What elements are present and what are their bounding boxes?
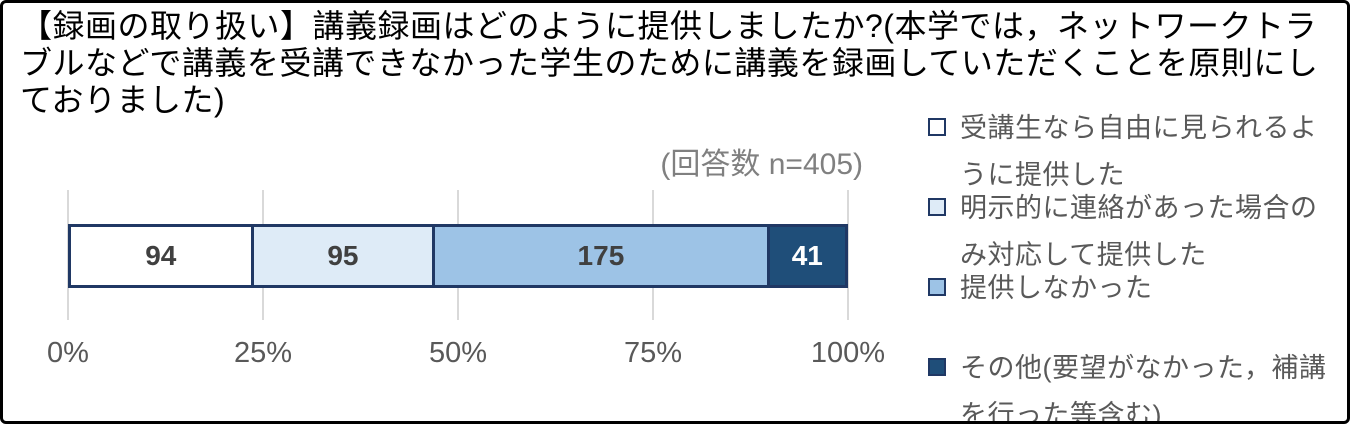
x-axis-tick-label: 75% xyxy=(623,337,683,369)
legend-swatch-icon xyxy=(928,198,946,216)
response-count-label: (回答数 n=405) xyxy=(660,148,863,181)
bar-segment-value: 95 xyxy=(327,240,359,271)
bar-segment-value: 175 xyxy=(577,240,625,271)
legend-label: その他(要望がなかった，補講を行った等含む) xyxy=(960,353,1327,424)
legend-item: 受講生なら自由に見られるように提供した xyxy=(928,105,1340,199)
bar-segment: 41 xyxy=(766,227,845,285)
x-axis-tick-label: 0% xyxy=(47,337,89,369)
bar-segment-value: 41 xyxy=(791,240,823,271)
x-axis-tick-label: 100% xyxy=(810,337,886,369)
legend-swatch-icon xyxy=(928,278,946,296)
bar-segment: 95 xyxy=(250,227,433,285)
plot-area: 94 95 175 41 0% 25% 50% 75% 100% xyxy=(47,190,885,369)
bar-segment: 175 xyxy=(432,227,767,285)
legend-item: 提供しなかった xyxy=(928,265,1340,312)
legend-swatch-icon xyxy=(928,118,946,136)
x-axis-tick-label: 50% xyxy=(428,337,488,369)
bar-segment-value: 94 xyxy=(145,240,177,271)
legend-label: 明示的に連絡があった場合のみ対応して提供した xyxy=(960,193,1318,270)
legend-item: その他(要望がなかった，補講を行った等含む) xyxy=(928,345,1340,424)
legend-swatch-icon xyxy=(928,358,946,376)
x-axis-tick-label: 25% xyxy=(233,337,293,369)
legend-label: 提供しなかった xyxy=(960,273,1153,303)
grid-line xyxy=(847,190,849,320)
legend-label: 受講生なら自由に見られるように提供した xyxy=(960,113,1318,190)
stacked-bar: 94 95 175 41 xyxy=(68,224,848,288)
chart-title: 【録画の取り扱い】講義録画はどのように提供しましたか?(本学では，ネットワークト… xyxy=(20,8,1319,118)
bar-segment: 94 xyxy=(71,227,251,285)
legend-item: 明示的に連絡があった場合のみ対応して提供した xyxy=(928,185,1340,279)
